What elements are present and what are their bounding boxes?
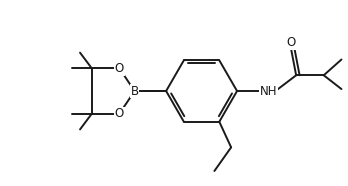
Text: NH: NH [260,84,277,97]
Text: B: B [130,84,139,97]
Text: O: O [115,62,124,75]
Text: O: O [115,107,124,120]
Text: O: O [287,36,296,49]
